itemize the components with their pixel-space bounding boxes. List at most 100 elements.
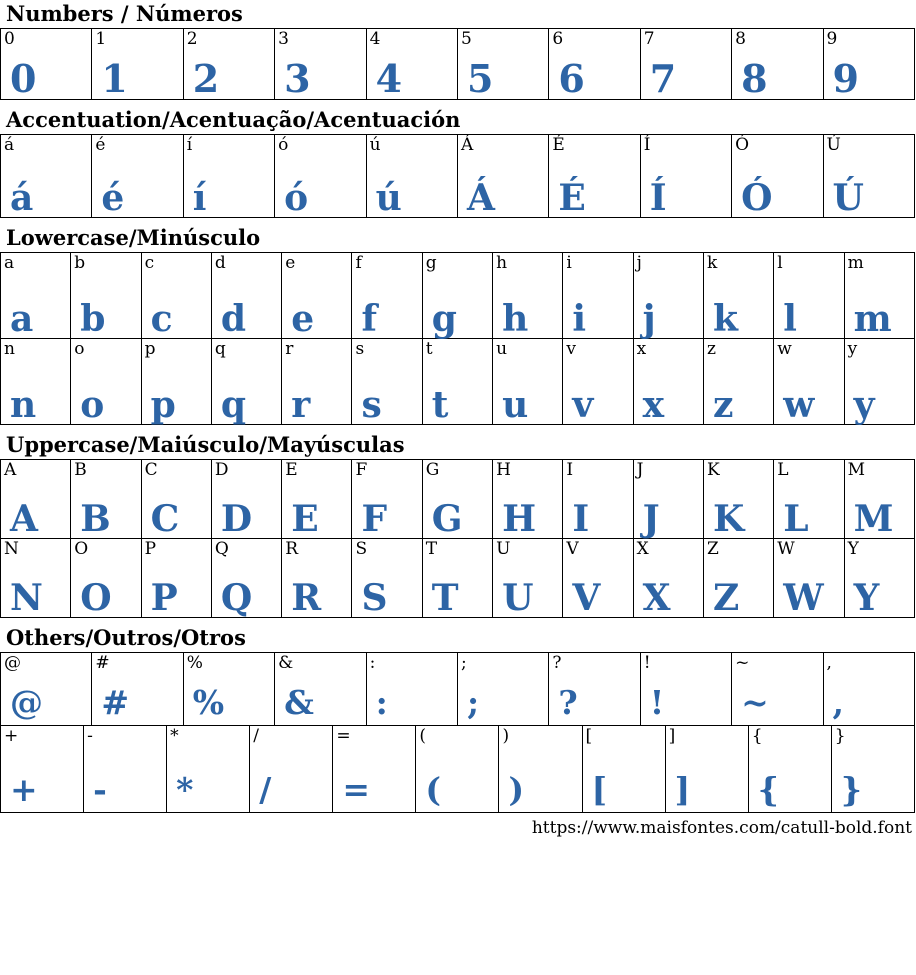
char-label: ?	[552, 653, 562, 673]
char-label: e	[285, 253, 296, 273]
glyph-cell: !!	[639, 652, 733, 726]
glyph-display: 0	[10, 55, 37, 101]
char-label: g	[425, 253, 437, 273]
char-label: S	[355, 539, 368, 559]
char-label: x	[636, 339, 647, 359]
char-label: j	[636, 253, 642, 273]
glyph-display: m	[853, 297, 892, 340]
char-label: t	[425, 339, 433, 359]
char-label: ~	[735, 653, 750, 673]
glyph-display: D	[220, 497, 253, 540]
glyph-display: -	[93, 770, 107, 810]
glyph-cell: --	[83, 725, 168, 813]
glyph-cell: }}	[830, 725, 916, 813]
glyph-display: @	[10, 683, 43, 723]
char-label: *	[170, 726, 179, 746]
glyph-display: :	[375, 683, 388, 723]
glyph-display: I	[572, 497, 590, 540]
glyph-display: T	[431, 576, 459, 619]
char-label: ,	[826, 653, 832, 673]
char-label: @	[4, 653, 21, 673]
glyph-cell: ,,	[822, 652, 916, 726]
glyph-display: z	[712, 383, 734, 426]
glyph-display: Z	[712, 576, 740, 619]
char-label: C	[144, 460, 158, 480]
glyph-display: Ú	[832, 176, 864, 219]
char-label: 4	[369, 29, 381, 49]
char-label: v	[566, 339, 576, 359]
char-label: -	[87, 726, 93, 746]
char-label: %	[186, 653, 203, 673]
glyph-display: J	[642, 497, 660, 540]
char-label: A	[4, 460, 17, 480]
glyph-display: c	[150, 297, 173, 340]
glyph-cell: + +	[0, 725, 85, 813]
char-label: F	[355, 460, 368, 480]
char-label: Í	[643, 135, 651, 155]
char-label: !	[643, 653, 651, 673]
glyph-cell: @ @	[0, 652, 93, 726]
glyph-display: (	[425, 770, 442, 810]
char-label: h	[496, 253, 508, 273]
char-label: #	[95, 653, 110, 673]
char-label: H	[496, 460, 511, 480]
glyph-display: C	[150, 497, 180, 540]
glyph-display: p	[150, 383, 176, 426]
glyph-display: 5	[466, 55, 494, 101]
glyph-display: l	[783, 297, 797, 340]
glyph-display: 9	[832, 55, 859, 101]
char-label: d	[214, 253, 226, 273]
section-title-accentuation: Accentuation/Acentuação/Acentuación	[6, 107, 461, 132]
glyph-cell: * *	[166, 725, 251, 813]
glyph-display: 7	[649, 55, 677, 101]
glyph-display: B	[80, 497, 111, 540]
char-label: 6	[552, 29, 564, 49]
glyph-display: V	[572, 576, 601, 619]
glyph-table: + + - - * * / / = =(())[[]]{{}}	[0, 725, 916, 813]
char-label: B	[74, 460, 87, 480]
glyph-display: ú	[375, 176, 402, 219]
char-label: P	[144, 539, 157, 559]
glyph-display: h	[502, 297, 529, 340]
char-label: é	[95, 135, 106, 155]
glyph-display: N	[10, 576, 43, 619]
glyph-display: y	[853, 383, 875, 426]
char-label: V	[566, 539, 579, 559]
char-label: Ó	[735, 135, 750, 155]
char-label: É	[552, 135, 565, 155]
glyph-display: Á	[466, 176, 495, 219]
glyph-display: w	[783, 383, 815, 426]
glyph-display: /	[259, 770, 272, 810]
glyph-display: #	[101, 683, 130, 723]
char-label: I	[566, 460, 574, 480]
footer-url-link[interactable]: https://www.maisfontes.com/catull-bold.f…	[531, 818, 912, 838]
char-label: (	[419, 726, 427, 746]
